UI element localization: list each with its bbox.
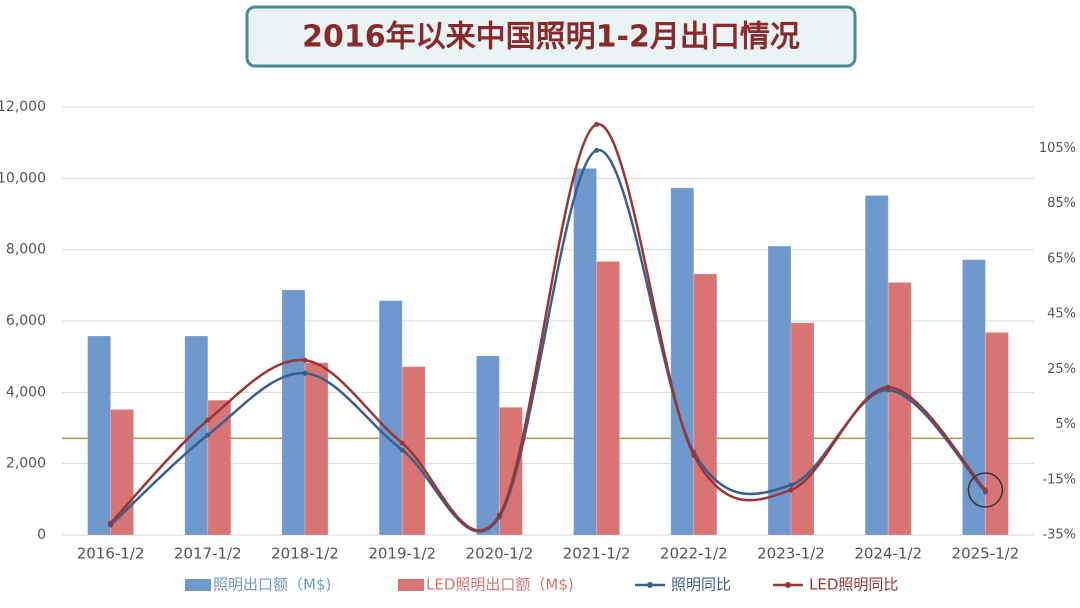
y2-tick-label: 25% bbox=[1047, 362, 1076, 377]
y2-tick-label: 85% bbox=[1047, 196, 1076, 211]
chart-title: 2016年以来中国照明1-2月出口情况 bbox=[302, 20, 800, 55]
bar bbox=[670, 187, 695, 536]
line-point bbox=[788, 482, 794, 488]
y2-tick-label: -35% bbox=[1042, 528, 1076, 543]
bar bbox=[984, 331, 1009, 536]
bar bbox=[207, 399, 232, 536]
x-tick-label: 2023-1/2 bbox=[757, 545, 825, 563]
bar bbox=[864, 194, 889, 536]
line-point bbox=[108, 520, 114, 526]
x-tick-label: 2016-1/2 bbox=[77, 545, 145, 563]
legend-label: 照明同比 bbox=[671, 576, 731, 594]
legend-swatch bbox=[647, 582, 653, 588]
line-point bbox=[205, 417, 211, 423]
line-point bbox=[302, 370, 308, 376]
legend-label: 照明出口额（M$) bbox=[213, 576, 331, 594]
line-point bbox=[594, 147, 600, 153]
bar bbox=[401, 366, 426, 536]
line-point bbox=[496, 512, 502, 518]
bar bbox=[887, 281, 912, 536]
y-tick-label: 10,000 bbox=[0, 170, 46, 186]
y2-tick-label: 45% bbox=[1047, 307, 1076, 322]
line bbox=[109, 123, 987, 532]
bar bbox=[596, 260, 621, 536]
title-box bbox=[245, 5, 857, 68]
y-tick-label: 4,000 bbox=[6, 384, 46, 400]
legend-swatch bbox=[785, 582, 791, 588]
highlight-circle bbox=[967, 472, 1004, 508]
line-point bbox=[788, 487, 794, 493]
bar bbox=[475, 355, 500, 536]
y2-tick-label: 105% bbox=[1039, 141, 1076, 156]
y2-tick-label: 5% bbox=[1055, 417, 1076, 432]
bar bbox=[304, 362, 329, 536]
line-point bbox=[594, 121, 600, 127]
bar bbox=[693, 273, 718, 536]
bar bbox=[498, 406, 523, 536]
x-tick-label: 2018-1/2 bbox=[271, 545, 339, 563]
y-tick-label: 12,000 bbox=[0, 99, 46, 115]
line bbox=[109, 149, 987, 533]
bar bbox=[378, 300, 403, 536]
x-tick-label: 2017-1/2 bbox=[174, 545, 242, 563]
legend-swatch bbox=[185, 579, 211, 591]
legend-swatch bbox=[398, 579, 424, 591]
line-point bbox=[982, 487, 988, 493]
x-tick-label: 2022-1/2 bbox=[660, 545, 728, 563]
bar bbox=[281, 289, 306, 536]
line-point bbox=[399, 440, 405, 446]
bar bbox=[573, 167, 598, 536]
bar bbox=[961, 259, 986, 536]
y-tick-label: 8,000 bbox=[6, 242, 46, 258]
bar bbox=[87, 335, 112, 536]
x-tick-label: 2021-1/2 bbox=[563, 545, 631, 563]
y-tick-label: 0 bbox=[37, 527, 46, 543]
bar bbox=[110, 408, 135, 536]
legend-label: LED照明出口额（M$) bbox=[426, 576, 574, 594]
y2-tick-label: 65% bbox=[1047, 251, 1076, 266]
legend-label: LED照明同比 bbox=[809, 576, 898, 594]
y2-tick-label: -15% bbox=[1042, 472, 1076, 487]
x-tick-label: 2019-1/2 bbox=[368, 545, 436, 563]
bar bbox=[184, 335, 209, 536]
bar bbox=[790, 322, 815, 536]
line-point bbox=[399, 447, 405, 453]
line-point bbox=[691, 452, 697, 458]
line-point bbox=[302, 357, 308, 363]
line-point bbox=[885, 384, 891, 390]
x-tick-label: 2024-1/2 bbox=[854, 545, 922, 563]
y-tick-label: 2,000 bbox=[6, 456, 46, 472]
y-tick-label: 6,000 bbox=[6, 313, 46, 329]
line-point bbox=[205, 432, 211, 438]
x-tick-label: 2020-1/2 bbox=[466, 545, 534, 563]
x-tick-label: 2025-1/2 bbox=[952, 545, 1020, 563]
